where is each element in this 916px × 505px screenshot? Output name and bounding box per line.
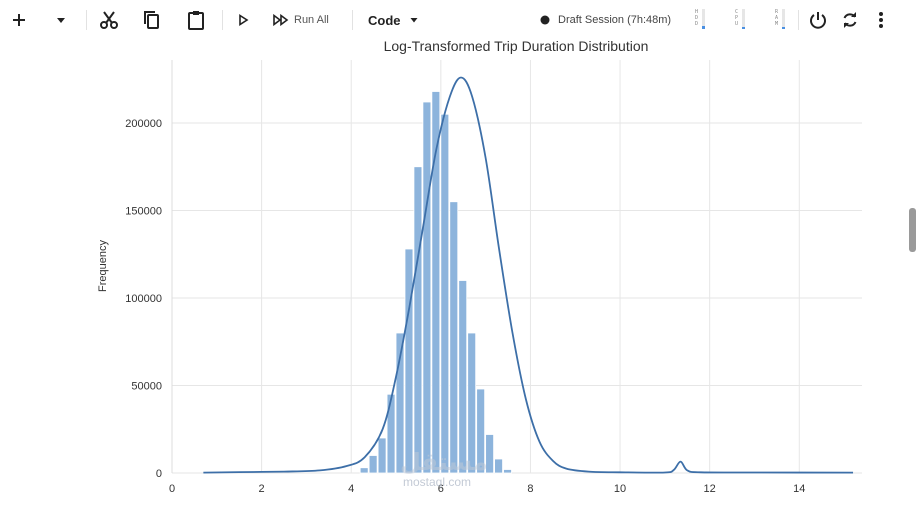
histogram-bar <box>431 91 441 474</box>
cpu-meter-fill <box>742 27 745 29</box>
histogram-chart: 0 2 4 6 8 10 12 14 0 50000 100000 150000 200000 Freq… <box>97 60 862 495</box>
x-tick-label: 2 <box>259 483 265 495</box>
run-cell-button[interactable] <box>234 8 252 32</box>
toolbar-divider <box>86 10 87 30</box>
x-tick-label: 10 <box>614 483 626 495</box>
ram-meter-bar <box>782 9 785 29</box>
scrollbar-thumb[interactable] <box>909 208 916 252</box>
add-cell-dropdown-button[interactable] <box>52 8 70 32</box>
histogram-bar <box>395 332 405 474</box>
copy-cell-button[interactable] <box>140 8 164 32</box>
ram-meter-fill <box>782 27 785 29</box>
histogram-bar <box>503 469 512 474</box>
y-tick-label: 0 <box>156 468 162 480</box>
histogram-bar <box>467 332 477 474</box>
kde-curve-group <box>203 76 854 474</box>
chart-output: Log-Transformed Trip Duration Distributi… <box>0 34 900 500</box>
cpu-meter-bar <box>742 9 745 29</box>
chart-title: Log-Transformed Trip Duration Distributi… <box>383 38 649 54</box>
x-tick-label: 4 <box>348 483 354 495</box>
run-all-button[interactable]: Run All <box>272 8 342 32</box>
histogram-bar <box>368 455 378 474</box>
watermark-sub: mostaql.com <box>403 475 472 489</box>
plus-icon <box>13 14 25 26</box>
y-tick-label: 50000 <box>131 381 162 393</box>
run-all-label: Run All <box>294 14 329 26</box>
y-tick-label: 200000 <box>125 118 162 130</box>
histogram-bar <box>413 166 423 474</box>
power-button[interactable] <box>806 8 830 32</box>
status-dot-icon <box>540 15 550 25</box>
hdd-meter-fill <box>702 26 705 29</box>
clipboard-icon <box>188 11 204 30</box>
caret-down-icon <box>57 18 65 23</box>
y-tick-label: 150000 <box>125 206 162 218</box>
x-tick-label: 12 <box>704 483 716 495</box>
x-tick-label: 8 <box>527 483 533 495</box>
session-status[interactable]: Draft Session (7h:48m) <box>540 8 682 32</box>
x-tick-label: 14 <box>793 483 805 495</box>
histogram-bar <box>476 388 486 474</box>
toolbar-divider <box>222 10 223 30</box>
x-tick-label: 6 <box>438 483 444 495</box>
watermark: مستقل <box>400 449 488 476</box>
chart-axes: 0 2 4 6 8 10 12 14 0 50000 100000 150000 200000 <box>125 60 805 495</box>
histogram-bars <box>359 91 512 474</box>
vertical-scrollbar[interactable] <box>904 40 916 500</box>
histogram-bar <box>377 437 387 474</box>
hdd-meter-bar <box>702 9 705 29</box>
cell-type-label: Code <box>368 12 401 28</box>
chart-grid <box>171 60 862 474</box>
toolbar-divider <box>798 10 799 30</box>
session-label: Draft Session (7h:48m) <box>558 14 672 26</box>
histogram-bar <box>359 467 369 474</box>
histogram-bar <box>485 434 494 474</box>
y-axis-label: Frequency <box>97 240 109 292</box>
add-cell-button[interactable] <box>8 8 30 32</box>
fast-forward-icon <box>273 14 289 26</box>
x-tick-label: 0 <box>169 483 175 495</box>
restart-button[interactable] <box>838 8 862 32</box>
play-icon <box>239 14 249 26</box>
paste-cell-button[interactable] <box>184 8 208 32</box>
y-tick-label: 100000 <box>125 293 162 305</box>
caret-down-icon <box>410 18 417 23</box>
refresh-icon <box>843 12 857 28</box>
toolbar-divider <box>352 10 353 30</box>
histogram-bar <box>449 201 459 474</box>
copy-icon <box>144 11 159 29</box>
histogram-bar <box>386 393 396 474</box>
scissors-icon <box>100 11 118 29</box>
cell-type-select[interactable]: Code <box>368 8 424 32</box>
histogram-bar <box>494 458 503 474</box>
histogram-bar <box>404 248 414 474</box>
histogram-bar <box>458 280 468 474</box>
cut-cell-button[interactable] <box>97 8 121 32</box>
power-icon <box>810 12 826 29</box>
histogram-bar <box>440 113 450 474</box>
kde-curve <box>203 76 854 474</box>
more-vertical-icon <box>879 12 883 28</box>
more-options-button[interactable] <box>872 8 890 32</box>
histogram-bar <box>422 101 432 474</box>
